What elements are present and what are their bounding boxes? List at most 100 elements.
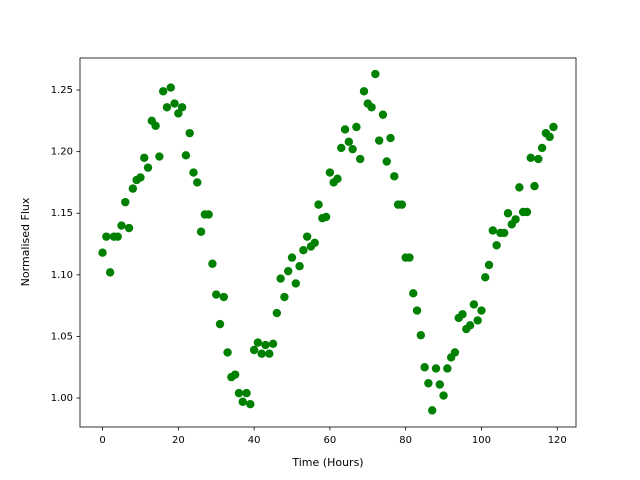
point <box>503 209 513 218</box>
point <box>549 122 558 132</box>
x-tick-label: 120 <box>548 435 567 446</box>
point <box>473 316 482 325</box>
y-tick-label: 1.00 <box>51 393 73 404</box>
point <box>465 321 475 330</box>
point <box>382 157 391 166</box>
x-tick-label: 60 <box>324 435 337 446</box>
point <box>261 340 270 350</box>
point <box>170 99 179 108</box>
point <box>390 172 399 181</box>
point <box>515 183 524 192</box>
point <box>238 397 247 406</box>
point <box>321 212 331 222</box>
point <box>295 262 304 271</box>
point <box>215 319 225 329</box>
point <box>530 181 539 191</box>
point <box>287 253 297 262</box>
point <box>344 137 354 146</box>
point <box>102 232 111 241</box>
x-tick-label: 80 <box>399 435 412 446</box>
point <box>374 136 384 145</box>
point <box>314 200 323 209</box>
point <box>280 292 289 302</box>
point <box>140 153 149 162</box>
point <box>276 274 285 283</box>
point <box>174 109 183 118</box>
point <box>268 339 278 349</box>
point <box>128 184 138 193</box>
point <box>189 168 198 177</box>
point <box>340 125 350 134</box>
y-tick-label: 1.25 <box>51 85 73 96</box>
point <box>428 406 437 415</box>
point <box>223 348 232 357</box>
point <box>257 349 266 358</box>
point <box>249 345 259 355</box>
point <box>545 132 554 142</box>
point <box>143 163 153 172</box>
point <box>136 173 145 182</box>
point <box>196 227 206 236</box>
point <box>265 349 274 358</box>
point <box>117 221 126 230</box>
point <box>477 306 486 315</box>
point <box>166 83 175 92</box>
x-tick-label: 20 <box>172 435 185 446</box>
point <box>272 308 282 318</box>
point <box>416 331 426 340</box>
point <box>409 289 418 298</box>
point <box>420 363 429 372</box>
point <box>253 338 263 347</box>
point <box>185 128 194 138</box>
point <box>537 143 547 153</box>
point <box>386 133 395 143</box>
point <box>158 87 168 96</box>
point <box>492 241 501 250</box>
y-tick-label: 1.10 <box>51 270 73 281</box>
point <box>443 364 452 373</box>
point <box>488 226 498 235</box>
point <box>284 266 293 276</box>
x-tick-label: 100 <box>472 435 491 446</box>
point <box>431 364 441 373</box>
point <box>230 370 240 379</box>
point <box>204 210 213 219</box>
point <box>526 153 535 162</box>
point <box>299 246 308 255</box>
point <box>378 110 388 119</box>
point <box>405 253 414 262</box>
point <box>352 122 361 132</box>
point <box>121 197 130 207</box>
point <box>356 154 365 164</box>
point <box>481 273 490 282</box>
point <box>337 143 346 153</box>
point <box>234 388 244 398</box>
point <box>310 238 319 248</box>
point <box>181 151 191 160</box>
point <box>450 348 460 357</box>
point <box>333 174 342 183</box>
point <box>325 168 335 177</box>
point <box>242 388 251 398</box>
point <box>469 300 479 309</box>
point <box>219 292 228 302</box>
point <box>124 223 134 233</box>
y-tick-label: 1.15 <box>51 208 73 219</box>
point <box>177 103 187 112</box>
point <box>212 290 221 299</box>
point <box>522 207 532 217</box>
point <box>291 279 300 288</box>
point <box>397 200 407 209</box>
point <box>435 380 444 389</box>
point <box>367 103 376 112</box>
point <box>348 144 357 154</box>
point <box>113 232 122 241</box>
point <box>162 103 172 112</box>
point <box>458 310 467 319</box>
point <box>371 69 380 79</box>
point <box>302 232 312 241</box>
point <box>412 306 422 315</box>
point <box>424 379 433 388</box>
point <box>98 248 107 257</box>
y-tick-label: 1.05 <box>51 331 73 342</box>
